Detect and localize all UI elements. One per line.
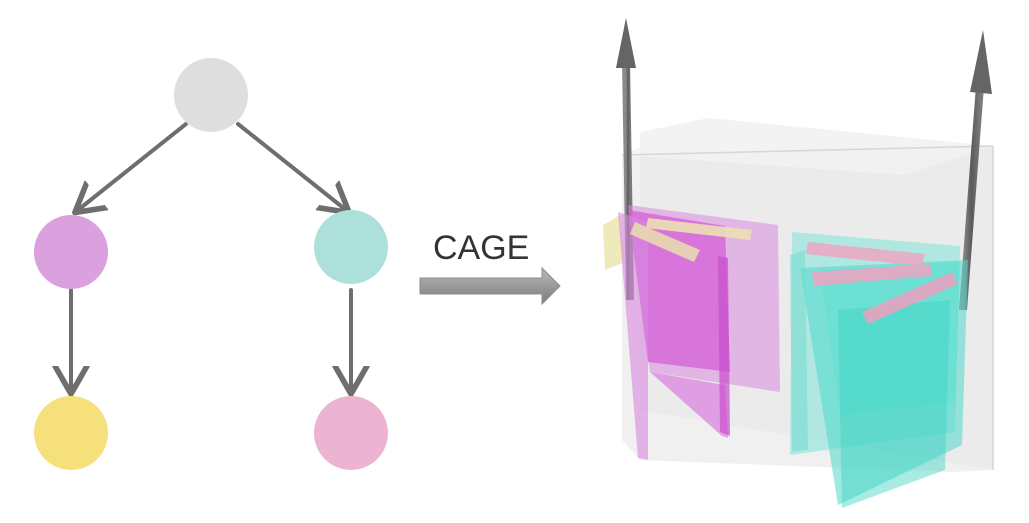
tree-node-right-leaf (314, 396, 388, 470)
tan-bar (630, 222, 700, 262)
up-arrow-icon (616, 18, 636, 68)
tree-node-left-leaf (34, 396, 108, 470)
pink-bars (806, 242, 958, 324)
transform-arrow: CAGE (419, 229, 561, 306)
up-arrow-icon (970, 30, 992, 94)
edge-root-to-left-child (78, 122, 188, 210)
tree-node-root (174, 58, 248, 132)
tree-node-right-child (314, 210, 388, 284)
tree-edges (71, 122, 351, 390)
tree-node-left-child (34, 215, 108, 289)
pink-bar (812, 264, 932, 286)
3d-layout-render (603, 18, 994, 508)
pink-bar (862, 272, 958, 324)
edge-root-to-right-child (236, 122, 346, 210)
cyan-panel-side (790, 250, 808, 452)
cyan-panel-leaning (838, 300, 950, 508)
tan-bar (646, 218, 752, 240)
block-arrow-icon (419, 266, 561, 306)
magenta-panel-main (628, 210, 730, 372)
box-top-face (622, 118, 993, 175)
transform-label: CAGE (433, 229, 529, 267)
magenta-object-group (618, 205, 780, 460)
pink-bar (806, 242, 925, 266)
box-edge (621, 145, 994, 156)
magenta-panel-flap (650, 372, 728, 438)
scene-graph-tree (34, 58, 388, 470)
magenta-panel-vertical (718, 256, 730, 436)
magenta-panel-side (618, 212, 648, 460)
cyan-panel-front (820, 262, 960, 415)
tan-bars (630, 218, 752, 262)
